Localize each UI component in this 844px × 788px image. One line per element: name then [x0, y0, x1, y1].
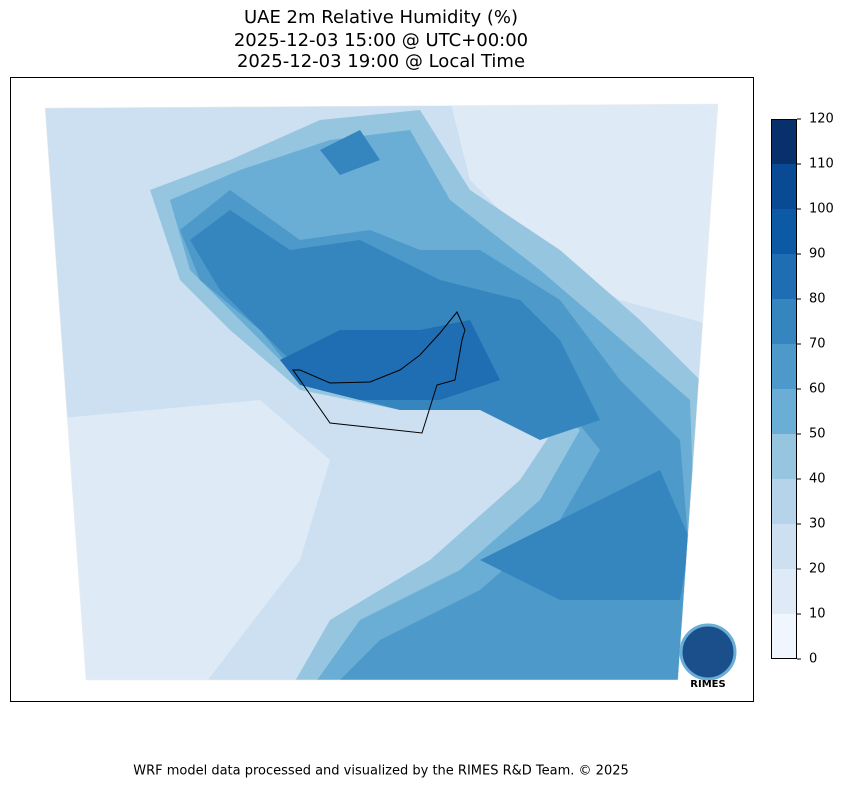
humidity-field — [45, 104, 718, 680]
title-line: UAE 2m Relative Humidity (%) — [244, 7, 518, 28]
colorbar-tick-label: 90 — [809, 247, 826, 262]
colorbar-tick-label: 10 — [809, 607, 826, 622]
colorbar-segment — [771, 524, 797, 569]
colorbar-tick-label: 0 — [809, 652, 817, 667]
colorbar-tick-label: 40 — [809, 472, 826, 487]
colorbar-segment — [771, 389, 797, 434]
colorbar-tick-label: 30 — [809, 517, 826, 532]
colorbar-segment — [771, 119, 797, 164]
colorbar-segment — [771, 209, 797, 254]
colorbar-tick-label: 70 — [809, 337, 826, 352]
colorbar-segment — [771, 254, 797, 299]
colorbar-tick-label: 50 — [809, 427, 826, 442]
colorbar-segment — [771, 434, 797, 479]
colorbar-tick-label: 80 — [809, 292, 826, 307]
rimes-logo: RIMES — [679, 623, 737, 690]
colorbar-tick-label: 120 — [809, 112, 834, 127]
colorbar-segment — [771, 614, 797, 659]
uae-border — [292, 311, 466, 434]
colorbar-segment — [771, 164, 797, 209]
footer: WRF model data processed and visualized … — [133, 764, 629, 779]
colorbar-segment — [771, 344, 797, 389]
colorbar-segment — [771, 569, 797, 614]
colorbar-tick-label: 20 — [809, 562, 826, 577]
colorbar: 0 10 20 30 40 50 60 70 80 90 100 110 120 — [771, 112, 834, 667]
colorbar-tick-label: 100 — [809, 202, 834, 217]
logo-text: RIMES — [690, 679, 725, 690]
colorbar-segment — [771, 479, 797, 524]
title-line: 2025-12-03 15:00 @ UTC+00:00 — [234, 30, 528, 51]
colorbar-tick-label: 60 — [809, 382, 826, 397]
colorbar-segment — [771, 299, 797, 344]
colorbar-tick-label: 110 — [809, 157, 834, 172]
colorbar-frame — [771, 119, 797, 659]
title-line: 2025-12-03 19:00 @ Local Time — [237, 51, 525, 72]
